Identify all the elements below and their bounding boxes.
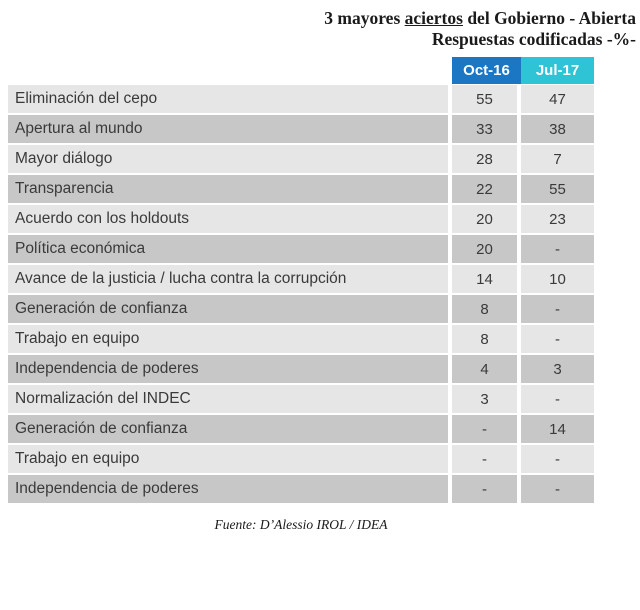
table-row: Trabajo en equipo 8 - xyxy=(8,325,594,353)
jul17-value: 23 xyxy=(521,205,594,233)
table-row: Normalización del INDEC 3 - xyxy=(8,385,594,413)
row-label: Eliminación del cepo xyxy=(8,85,448,113)
table-row: Eliminación del cepo 55 47 xyxy=(8,85,594,113)
row-label: Apertura al mundo xyxy=(8,115,448,143)
row-label: Acuerdo con los holdouts xyxy=(8,205,448,233)
row-label: Independencia de poderes xyxy=(8,475,448,503)
jul17-value: 14 xyxy=(521,415,594,443)
table-row: Generación de confianza - 14 xyxy=(8,415,594,443)
oct16-value: - xyxy=(452,445,517,473)
oct16-value: 8 xyxy=(452,295,517,323)
table-row: Independencia de poderes - - xyxy=(8,475,594,503)
title-suffix: del Gobierno - Abierta xyxy=(462,8,636,28)
jul17-value: 3 xyxy=(521,355,594,383)
chart-title-block: 3 mayores aciertos del Gobierno - Abiert… xyxy=(324,8,636,50)
table-row: Acuerdo con los holdouts 20 23 xyxy=(8,205,594,233)
table-row: Independencia de poderes 4 3 xyxy=(8,355,594,383)
oct16-value: 14 xyxy=(452,265,517,293)
oct16-value: 55 xyxy=(452,85,517,113)
oct16-value: 20 xyxy=(452,235,517,263)
oct16-value: 3 xyxy=(452,385,517,413)
oct16-value: 22 xyxy=(452,175,517,203)
row-label: Mayor diálogo xyxy=(8,145,448,173)
jul17-value: - xyxy=(521,385,594,413)
jul17-value: - xyxy=(521,475,594,503)
jul17-value: 55 xyxy=(521,175,594,203)
jul17-value: - xyxy=(521,325,594,353)
title-underlined-word: aciertos xyxy=(404,8,463,28)
row-label: Trabajo en equipo xyxy=(8,445,448,473)
jul17-value: - xyxy=(521,235,594,263)
table-row: Apertura al mundo 33 38 xyxy=(8,115,594,143)
row-label: Generación de confianza xyxy=(8,295,448,323)
oct16-value: - xyxy=(452,415,517,443)
title-line-2: Respuestas codificadas -%- xyxy=(431,29,636,49)
data-table: Eliminación del cepo 55 47 Apertura al m… xyxy=(8,85,594,503)
row-label: Independencia de poderes xyxy=(8,355,448,383)
table-row: Mayor diálogo 28 7 xyxy=(8,145,594,173)
oct16-value: 28 xyxy=(452,145,517,173)
oct16-value: 33 xyxy=(452,115,517,143)
row-label: Normalización del INDEC xyxy=(8,385,448,413)
title-line-1: 3 mayores aciertos del Gobierno - Abiert… xyxy=(324,8,636,29)
table-row: Trabajo en equipo - - xyxy=(8,445,594,473)
column-header-oct16: Oct-16 xyxy=(452,57,521,84)
table-row: Transparencia 22 55 xyxy=(8,175,594,203)
oct16-value: - xyxy=(452,475,517,503)
table-row: Generación de confianza 8 - xyxy=(8,295,594,323)
jul17-value: 10 xyxy=(521,265,594,293)
jul17-value: - xyxy=(521,445,594,473)
table-row: Política económica 20 - xyxy=(8,235,594,263)
jul17-value: 47 xyxy=(521,85,594,113)
row-label: Transparencia xyxy=(8,175,448,203)
row-label: Avance de la justicia / lucha contra la … xyxy=(8,265,448,293)
row-label: Política económica xyxy=(8,235,448,263)
jul17-value: - xyxy=(521,295,594,323)
oct16-value: 20 xyxy=(452,205,517,233)
source-note: Fuente: D’Alessio IROL / IDEA xyxy=(214,517,388,532)
table-row: Avance de la justicia / lucha contra la … xyxy=(8,265,594,293)
jul17-value: 38 xyxy=(521,115,594,143)
title-prefix: 3 mayores xyxy=(324,8,405,28)
row-label: Trabajo en equipo xyxy=(8,325,448,353)
row-label: Generación de confianza xyxy=(8,415,448,443)
jul17-value: 7 xyxy=(521,145,594,173)
oct16-value: 8 xyxy=(452,325,517,353)
column-header-row: Oct-16 Jul-17 xyxy=(452,57,594,84)
oct16-value: 4 xyxy=(452,355,517,383)
column-header-jul17: Jul-17 xyxy=(521,57,594,84)
